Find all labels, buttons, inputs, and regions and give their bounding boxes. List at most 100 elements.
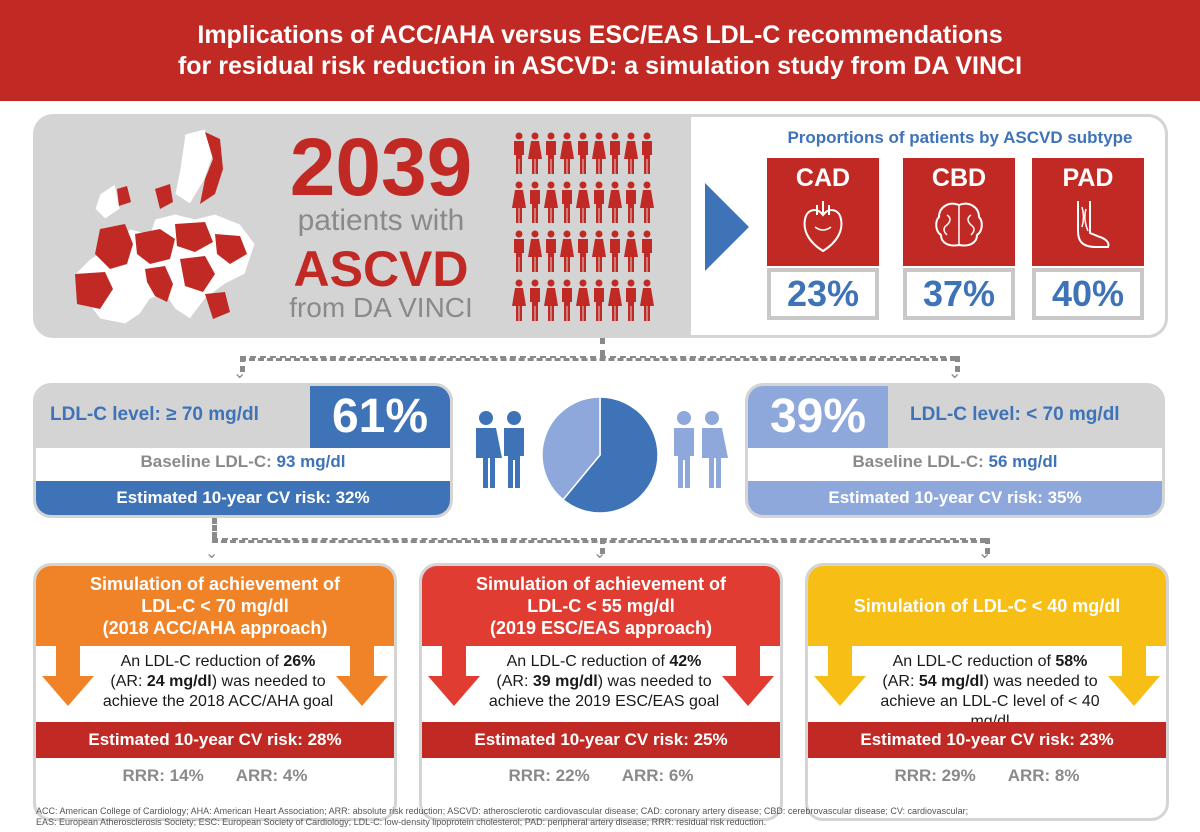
- title-line: Simulation of achievement of: [475, 574, 727, 594]
- brain-icon: [935, 202, 983, 247]
- title-line: LDL-C < 55 mg/dl: [527, 596, 675, 616]
- connector-line: [240, 356, 245, 372]
- chevron-down-icon: ⌄: [978, 545, 992, 562]
- cbd-percent: 37%: [903, 268, 1015, 320]
- connector-line: [212, 518, 217, 538]
- header-banner: Implications of ACC/AHA versus ESC/EAS L…: [0, 0, 1200, 101]
- footnote-line: ACC: American College of Cardiology; AHA…: [36, 806, 969, 816]
- simulation-box-esc-eas: Simulation of achievement of LDL-C < 55 …: [419, 563, 783, 821]
- absolute-reduction: 24 mg/dl: [146, 673, 212, 690]
- chevron-down-icon: ⌄: [205, 545, 219, 562]
- down-arrow-icon: [1108, 646, 1160, 706]
- rrr-value: RRR: 29%: [894, 766, 976, 785]
- text-part: achieve the 2019 ESC/EAS goal: [488, 693, 720, 710]
- baseline-label: Baseline LDL-C:: [852, 452, 984, 471]
- ldl-low-baseline: Baseline LDL-C: 56 mg/dl: [748, 452, 1162, 472]
- baseline-label: Baseline LDL-C:: [140, 452, 272, 471]
- risk-reduction: RRR: 22% ARR: 6%: [422, 766, 780, 786]
- ldl-low-percent: 39%: [748, 386, 888, 448]
- risk-reduction: RRR: 14% ARR: 4%: [36, 766, 394, 786]
- text-part: (AR:: [110, 673, 147, 690]
- couple-icon: [476, 411, 524, 488]
- title-line-2: for residual risk reduction in ASCVD: a …: [177, 51, 1023, 80]
- simulation-box-acc-aha: Simulation of achievement of LDL-C < 70 …: [33, 563, 397, 821]
- connector-line: [985, 538, 990, 554]
- simulation-box-ldl-40: Simulation of LDL-C < 40 mg/dl An LDL-C …: [805, 563, 1169, 821]
- play-arrow-icon: [705, 183, 749, 271]
- reduction-percent: 26%: [283, 653, 316, 670]
- subtype-label: CAD: [795, 164, 851, 192]
- proportions-title: Proportions of patients by ASCVD subtype: [787, 128, 1133, 147]
- footnote-line: EAS: European Atherosclerosis Society; E…: [36, 817, 767, 827]
- down-arrow-icon: [336, 646, 388, 706]
- down-arrow-icon: [42, 646, 94, 706]
- absolute-reduction: 39 mg/dl: [532, 673, 598, 690]
- estimated-risk-bar: Estimated 10-year CV risk: 25%: [422, 722, 780, 758]
- text-part: achieve the 2018 ACC/AHA goal: [102, 693, 334, 710]
- simulation-title: Simulation of achievement of LDL-C < 55 …: [422, 566, 780, 646]
- text-part: An LDL-C reduction of: [506, 653, 670, 670]
- connector-line: [212, 538, 986, 543]
- chevron-down-icon: ⌄: [593, 545, 607, 562]
- ldl-low-box: 39% LDL-C level: < 70 mg/dl Baseline LDL…: [745, 383, 1165, 518]
- down-arrow-icon: [814, 646, 866, 706]
- down-arrow-icon: [428, 646, 480, 706]
- baseline-value: 93 mg/dl: [276, 452, 346, 471]
- simulation-text: An LDL-C reduction of 58% (AR: 54 mg/dl)…: [868, 652, 1112, 732]
- risk-reduction: RRR: 29% ARR: 8%: [808, 766, 1166, 786]
- estimated-risk-bar: Estimated 10-year CV risk: 28%: [36, 722, 394, 758]
- footnote: ACC: American College of Cardiology; AHA…: [36, 806, 1186, 828]
- ldl-high-box: LDL-C level: ≥ 70 mg/dl 61% Baseline LDL…: [33, 383, 453, 518]
- subtype-cad: CAD: [767, 158, 879, 266]
- text-part: ) was needed to: [597, 673, 712, 690]
- text-part: ) was needed to: [211, 673, 326, 690]
- reduction-percent: 42%: [669, 653, 702, 670]
- subtype-cbd: CBD: [903, 158, 1015, 266]
- ldl-low-risk: Estimated 10-year CV risk: 35%: [748, 481, 1162, 515]
- ldl-high-risk: Estimated 10-year CV risk: 32%: [36, 481, 450, 515]
- estimated-risk-bar: Estimated 10-year CV risk: 23%: [808, 722, 1166, 758]
- pie-slice-high: [561, 396, 659, 514]
- simulation-title: Simulation of LDL-C < 40 mg/dl: [808, 566, 1166, 646]
- people-grid-icon: [512, 132, 654, 321]
- text-part: An LDL-C reduction of: [892, 653, 1056, 670]
- leg-icon: [1077, 201, 1110, 248]
- ldl-low-level: LDL-C level: < 70 mg/dl: [910, 404, 1120, 425]
- title-line: Simulation of LDL-C < 40 mg/dl: [853, 596, 1121, 616]
- text-part: (AR:: [882, 673, 919, 690]
- pie-slice-low: [541, 396, 601, 501]
- arr-value: ARR: 4%: [235, 766, 308, 785]
- text-part: ) was needed to: [983, 673, 1098, 690]
- subtype-label: PAD: [1062, 164, 1114, 192]
- chevron-down-icon: ⌄: [948, 365, 962, 382]
- rrr-value: RRR: 22%: [508, 766, 590, 785]
- from-da-vinci-text: from DA VINCI: [289, 292, 473, 323]
- ascvd-label: ASCVD: [293, 241, 469, 297]
- ldl-pie-chart: [541, 396, 659, 514]
- connector-line: [600, 338, 605, 356]
- ldl-high-baseline: Baseline LDL-C: 93 mg/dl: [36, 452, 450, 472]
- title-line-1: Implications of ACC/AHA versus ESC/EAS L…: [197, 20, 1003, 49]
- chevron-down-icon: ⌄: [233, 365, 247, 382]
- reduction-percent: 58%: [1055, 653, 1088, 670]
- connector-line: [955, 356, 960, 372]
- simulation-title: Simulation of achievement of LDL-C < 70 …: [36, 566, 394, 646]
- ldl-high-level: LDL-C level: ≥ 70 mg/dl: [50, 404, 259, 425]
- title-line: (2018 ACC/AHA approach): [102, 618, 328, 638]
- text-part: (AR:: [496, 673, 533, 690]
- europe-map-icon: [74, 128, 256, 325]
- couple-icon: [674, 411, 728, 488]
- title-line: (2019 ESC/EAS approach): [489, 618, 713, 638]
- patients-with-text: patients with: [297, 204, 465, 237]
- cad-percent: 23%: [767, 268, 879, 320]
- ldl-high-percent: 61%: [310, 386, 450, 448]
- rrr-value: RRR: 14%: [122, 766, 204, 785]
- connector-line: [600, 538, 605, 554]
- title-line: Simulation of achievement of: [89, 574, 341, 594]
- down-arrow-icon: [722, 646, 774, 706]
- absolute-reduction: 54 mg/dl: [918, 673, 984, 690]
- heart-icon: [803, 201, 843, 253]
- text-part: An LDL-C reduction of: [120, 653, 284, 670]
- simulation-text: An LDL-C reduction of 26% (AR: 24 mg/dl)…: [96, 652, 340, 712]
- subtype-label: CBD: [931, 164, 987, 192]
